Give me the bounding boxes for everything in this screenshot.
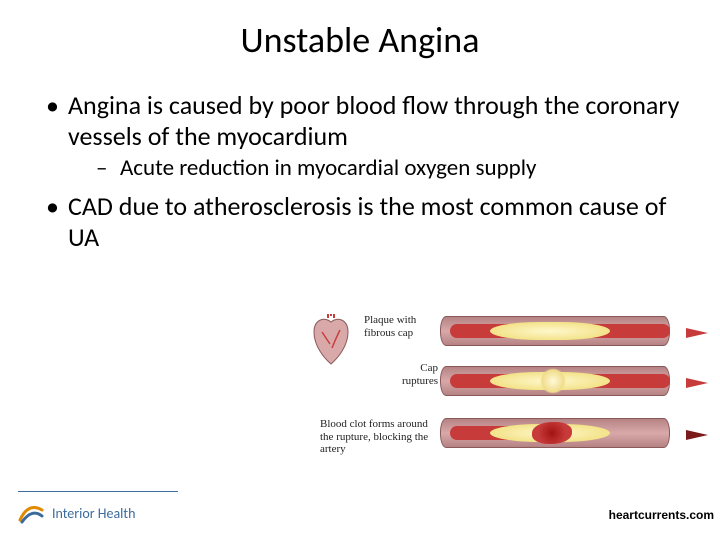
org-name: Interior Health (52, 505, 135, 522)
artery-stage-2 (440, 360, 690, 402)
content-area: Angina is caused by poor blood flow thro… (0, 62, 720, 252)
image-credit: heartcurrents.com (609, 508, 714, 522)
diagram-label-2: Cap ruptures (388, 362, 438, 387)
artery-diagram: Plaque with fibrous cap Cap ruptures Blo… (308, 308, 700, 478)
artery-stage-3 (440, 412, 690, 454)
org-logo: Interior Health (18, 500, 135, 526)
logo-divider (18, 491, 178, 492)
artery-stage-1 (440, 310, 690, 352)
bullet-1-text: Angina is caused by poor blood flow thro… (68, 89, 679, 152)
diagram-label-1: Plaque with fibrous cap (364, 314, 436, 339)
diagram-label-3: Blood clot forms around the rupture, blo… (320, 418, 438, 456)
bullet-1-sub: Acute reduction in myocardial oxygen sup… (68, 155, 680, 183)
bullet-2: CAD due to atherosclerosis is the most c… (40, 191, 680, 252)
bullet-1: Angina is caused by poor blood flow thro… (40, 90, 680, 183)
heart-icon (308, 314, 354, 366)
page-title: Unstable Angina (0, 0, 720, 62)
swoosh-icon (18, 500, 44, 526)
